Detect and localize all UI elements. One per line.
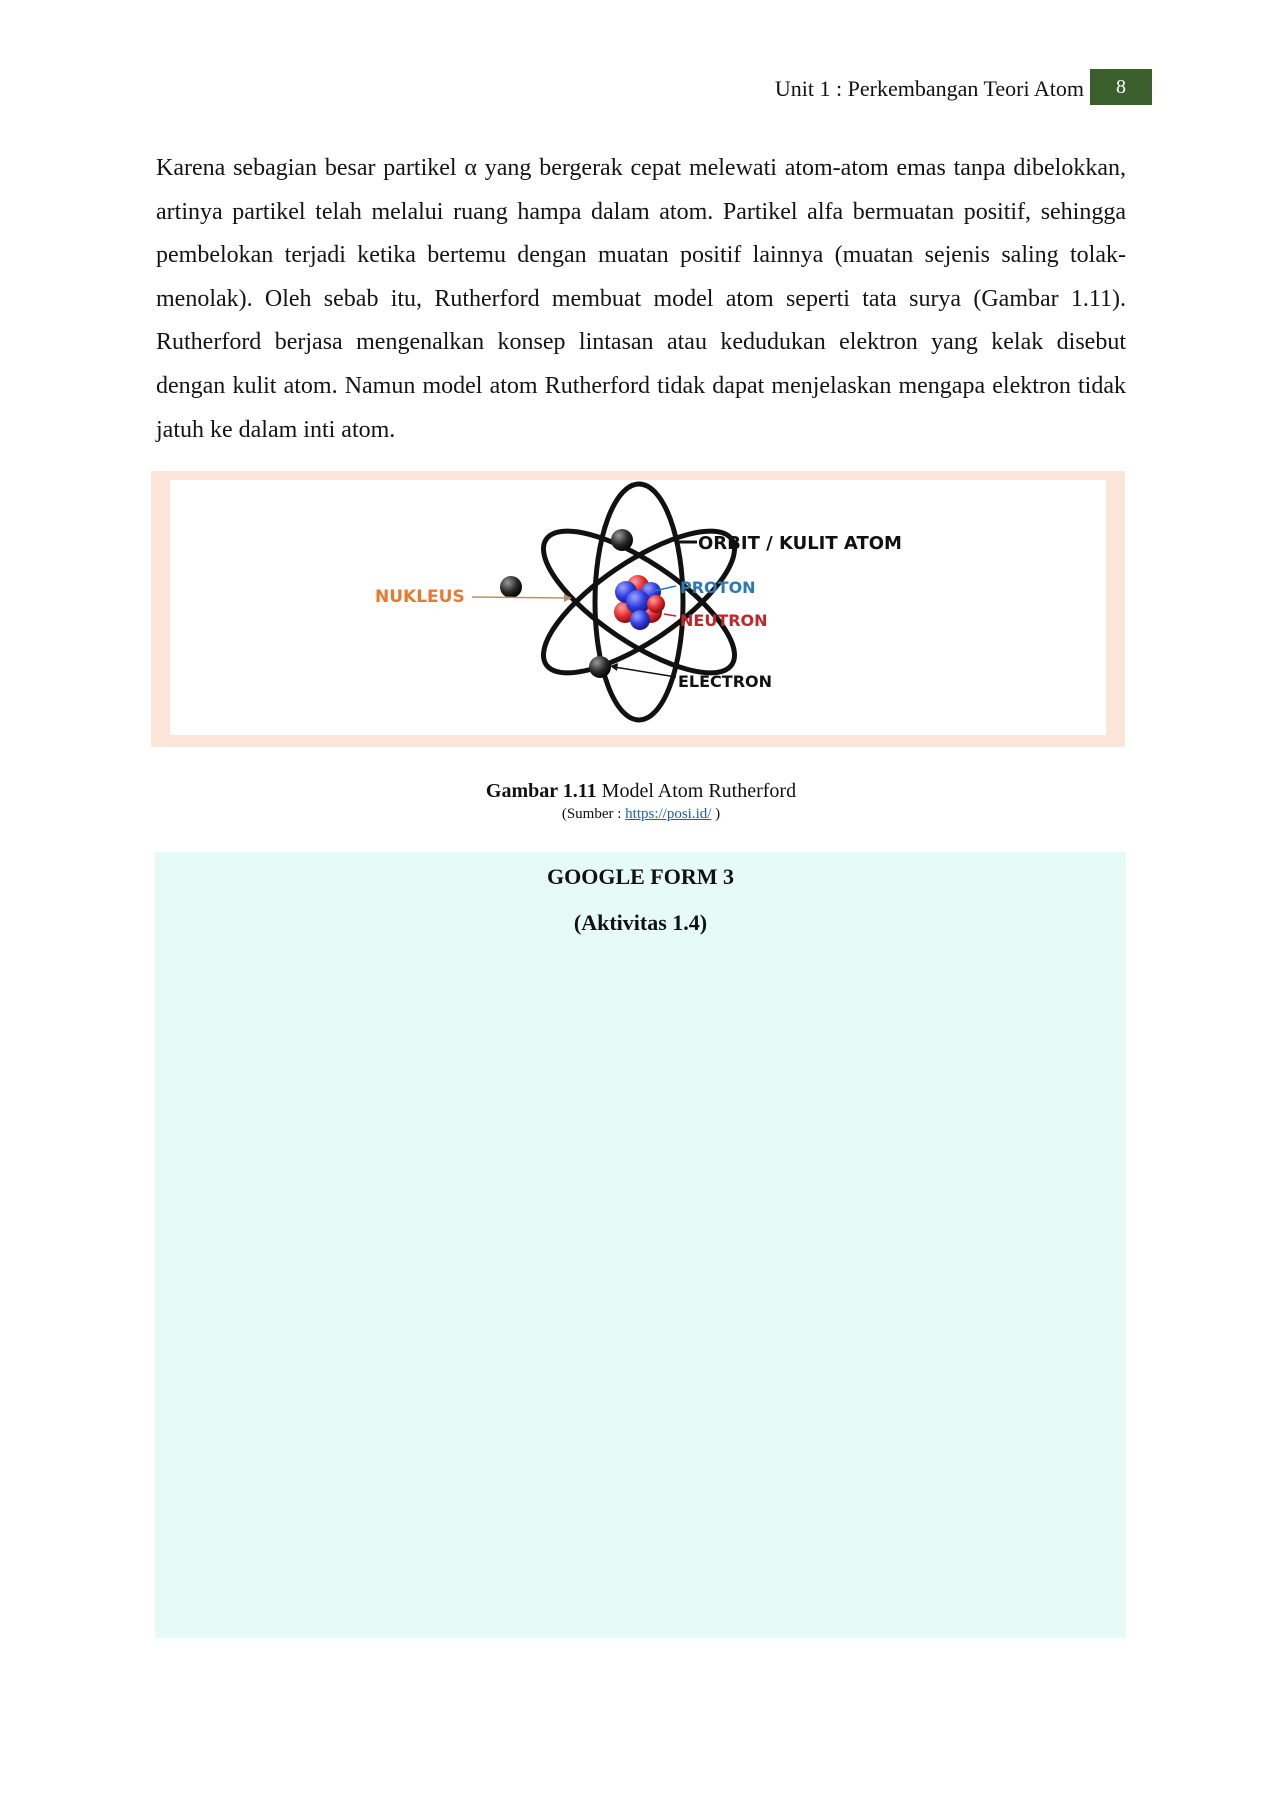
electron-leader-line — [613, 666, 677, 678]
proton-label: PROTON — [680, 578, 756, 597]
figure-inner: ORBIT / KULIT ATOM NUKLEUS PROTON NEUTRO… — [170, 480, 1106, 735]
nucleus-label: NUKLEUS — [375, 587, 465, 607]
electron-ball — [589, 656, 611, 678]
neutron-leader-line — [663, 613, 677, 617]
electron-label: ELECTRON — [678, 672, 772, 691]
orbit-lines — [540, 481, 738, 723]
google-form-title: GOOGLE FORM 3 — [547, 864, 734, 889]
electron-arrowhead — [610, 663, 618, 671]
neutron-label: NEUTRON — [680, 611, 768, 630]
header-title: Unit 1 : Perkembangan Teori Atom — [774, 76, 1084, 101]
nucleus-leader-line — [471, 596, 569, 599]
orbit-label: ORBIT / KULIT ATOM — [698, 533, 902, 554]
source-link[interactable]: https://posi.id/ — [625, 806, 712, 822]
electron-ball — [611, 529, 633, 551]
atom-model-illustration: ORBIT / KULIT ATOM NUKLEUS PROTON NEUTRO… — [375, 481, 902, 723]
figure-frame: ORBIT / KULIT ATOM NUKLEUS PROTON NEUTRO… — [151, 471, 1125, 747]
figure-source: (Sumber : https://posi.id/ ) — [156, 804, 1126, 824]
source-prefix: (Sumber : — [561, 806, 626, 822]
electron-ball — [500, 576, 522, 598]
source-suffix: ) — [711, 806, 721, 822]
caption-text: Model Atom Rutherford — [596, 780, 797, 802]
caption-number: Gambar 1.11 — [485, 780, 597, 802]
page-number: 8 — [1090, 69, 1152, 105]
google-form-box: GOOGLE FORM 3 (Aktivitas 1.4) — [155, 852, 1126, 1638]
figure-caption: Gambar 1.11 Model Atom Rutherford — [156, 778, 1126, 804]
body-paragraph: Karena sebagian besar partikel α yang be… — [156, 155, 1126, 443]
google-form-subtitle: (Aktivitas 1.4) — [573, 910, 708, 935]
nucleus-arrowhead — [564, 594, 572, 602]
nucleus-cluster — [614, 575, 665, 630]
proton-leader-line — [653, 585, 677, 592]
